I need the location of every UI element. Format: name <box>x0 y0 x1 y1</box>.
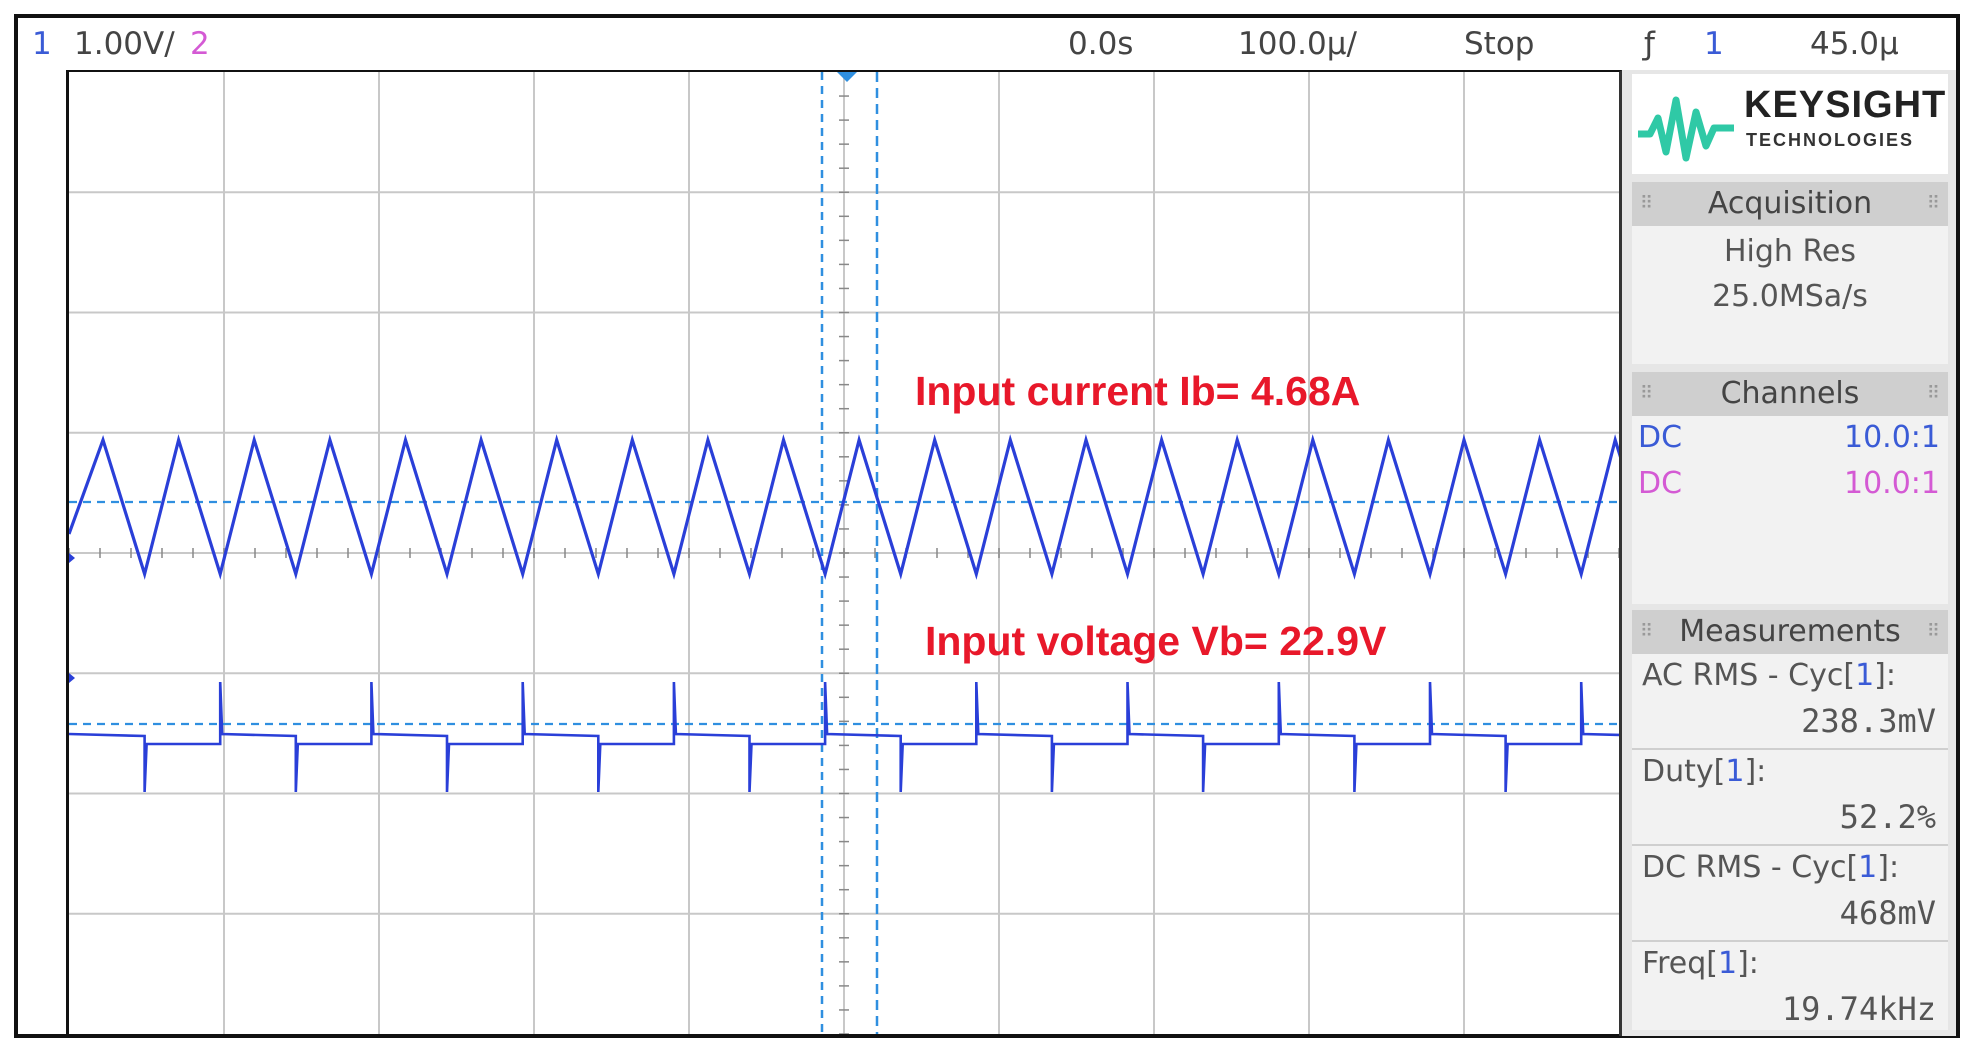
keysight-wave-icon <box>1638 96 1734 162</box>
channel1-probe: 10.0:1 <box>1844 420 1940 455</box>
voltage-waveform <box>69 681 1619 793</box>
measurement-item[interactable]: Freq[1]: 19.74kHz <box>1642 946 1936 1028</box>
measurement-item[interactable]: Duty[1]: 52.2% <box>1632 750 1948 846</box>
channel1-coupling: DC <box>1638 420 1683 455</box>
sidebar: KEYSIGHT TECHNOLOGIES ⠿ Acquisition ⠿ High… <box>1622 70 1956 1036</box>
channel-row-2[interactable]: DC 10.0:1 <box>1632 462 1948 508</box>
run-state[interactable]: Stop <box>1464 26 1535 62</box>
measurement-source: 1 <box>1858 850 1878 885</box>
measurement-item[interactable]: DC RMS - Cyc[1]: 468mV <box>1632 846 1948 942</box>
measurement-label: AC RMS - Cyc <box>1642 658 1844 693</box>
channel-row-1[interactable]: DC 10.0:1 <box>1632 416 1948 462</box>
measurement-source: 1 <box>1855 658 1875 693</box>
measurement-item[interactable]: AC RMS - Cyc[1]: 238.3mV <box>1632 654 1948 750</box>
measurements-title: Measurements <box>1679 614 1901 649</box>
measurement-label: DC RMS - Cyc <box>1642 850 1847 885</box>
current-waveform <box>69 434 1619 580</box>
voltage-annotation: Input voltage Vb= 22.9V <box>925 618 1387 664</box>
acquisition-mode: High Res <box>1723 234 1857 269</box>
ch1-ground-marker[interactable] <box>69 548 75 568</box>
trigger-source[interactable]: 1 <box>1704 26 1724 62</box>
keysight-logo: KEYSIGHT TECHNOLOGIES <box>1632 74 1948 174</box>
time-offset[interactable]: 0.0s <box>1068 26 1134 62</box>
channel1-number[interactable]: 1 <box>32 26 52 62</box>
measurement-source: 1 <box>1717 946 1738 981</box>
time-scale[interactable]: 100.0µ/ <box>1238 26 1357 62</box>
waveform-svg: T T <box>69 72 1619 1034</box>
measurement-value: 238.3mV <box>1801 702 1936 740</box>
channels-panel[interactable]: ⠿ Channels ⠿ DC 10.0:1 DC 10.0:1 <box>1632 372 1948 604</box>
channel1-scale[interactable]: 1.00V/ <box>74 26 175 62</box>
acquisition-title: Acquisition <box>1707 186 1873 221</box>
measurement-label: Duty <box>1642 754 1714 789</box>
measurement-value: 468mV <box>1839 894 1936 932</box>
measurement-value: 19.74kHz <box>1781 990 1936 1028</box>
logo-sub: TECHNOLOGIES <box>1746 130 1915 150</box>
measurement-label: Freq <box>1642 946 1707 981</box>
sample-rate: 25.0MSa/s <box>1712 279 1868 314</box>
status-bar: 1 1.00V/ 2 0.0s 100.0µ/ Stop ƒ 1 45.0µ <box>18 18 1956 70</box>
oscilloscope-screen: 1 1.00V/ 2 0.0s 100.0µ/ Stop ƒ 1 45.0µ T… <box>14 14 1960 1038</box>
logo-brand: KEYSIGHT <box>1744 84 1947 126</box>
waveform-display[interactable]: T T Input current Ib= 4.68A Input voltag… <box>66 70 1622 1036</box>
channel2-number[interactable]: 2 <box>190 26 210 62</box>
measurements-panel[interactable]: ⠿ Measurements ⠿ AC RMS - Cyc[1]: 238.3mV … <box>1632 610 1948 1030</box>
trigger-position-icon[interactable] <box>837 72 857 82</box>
measurement-value: 52.2% <box>1839 798 1936 836</box>
ch2-ground-marker[interactable] <box>69 668 75 688</box>
acquisition-panel[interactable]: ⠿ Acquisition ⠿ High Res 25.0MSa/s <box>1632 182 1948 364</box>
current-annotation: Input current Ib= 4.68A <box>915 368 1361 414</box>
trigger-edge-icon: ƒ <box>1644 26 1655 62</box>
channel2-probe: 10.0:1 <box>1844 466 1940 501</box>
channels-title: Channels <box>1720 376 1860 411</box>
channel2-coupling: DC <box>1638 466 1683 501</box>
trigger-level[interactable]: 45.0µ <box>1810 26 1899 62</box>
measurement-source: 1 <box>1725 754 1745 789</box>
